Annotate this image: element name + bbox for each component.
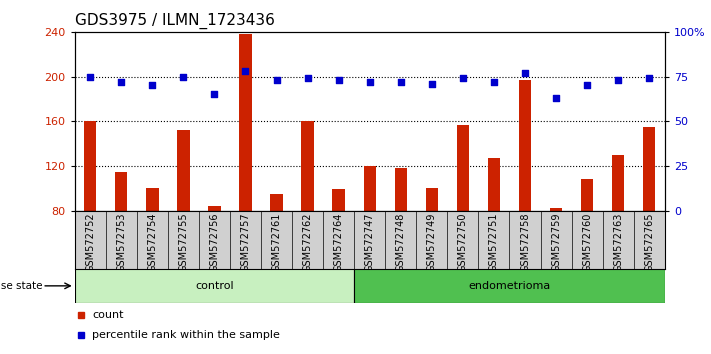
Text: GSM572760: GSM572760 — [582, 212, 592, 272]
Text: disease state: disease state — [0, 281, 42, 291]
Point — [333, 77, 344, 83]
Point — [395, 79, 407, 85]
Text: GSM572761: GSM572761 — [272, 212, 282, 272]
Point — [643, 75, 655, 81]
Bar — [301, 121, 314, 211]
Text: GSM572765: GSM572765 — [644, 212, 654, 272]
Bar — [456, 125, 469, 211]
Text: GSM572764: GSM572764 — [333, 212, 343, 272]
Bar — [177, 130, 190, 211]
Point — [240, 68, 251, 74]
Point — [146, 82, 158, 88]
Bar — [75, 269, 354, 303]
Bar — [581, 179, 594, 211]
Text: GDS3975 / ILMN_1723436: GDS3975 / ILMN_1723436 — [75, 13, 274, 29]
Bar — [488, 158, 500, 211]
Bar — [270, 194, 283, 211]
Text: GSM572751: GSM572751 — [489, 212, 499, 272]
Point — [116, 79, 127, 85]
Text: GSM572758: GSM572758 — [520, 212, 530, 272]
Bar — [550, 209, 562, 211]
Text: percentile rank within the sample: percentile rank within the sample — [92, 330, 280, 339]
Bar — [354, 269, 665, 303]
Point — [488, 79, 500, 85]
Text: endometrioma: endometrioma — [469, 281, 550, 291]
Bar — [333, 189, 345, 211]
Bar — [643, 127, 656, 211]
Bar — [240, 34, 252, 211]
Point — [85, 74, 96, 79]
Text: count: count — [92, 310, 124, 320]
Point — [550, 95, 562, 101]
Bar — [363, 166, 376, 211]
Bar — [115, 172, 127, 211]
Bar — [519, 80, 531, 211]
Text: GSM572747: GSM572747 — [365, 212, 375, 272]
Bar — [208, 206, 220, 211]
Text: GSM572753: GSM572753 — [116, 212, 127, 272]
Point — [582, 82, 593, 88]
Text: GSM572752: GSM572752 — [85, 212, 95, 272]
Text: GSM572757: GSM572757 — [240, 212, 250, 272]
Text: GSM572763: GSM572763 — [613, 212, 624, 272]
Bar — [146, 188, 159, 211]
Bar — [426, 188, 438, 211]
Text: GSM572748: GSM572748 — [396, 212, 406, 272]
Text: GSM572756: GSM572756 — [210, 212, 220, 272]
Text: GSM572755: GSM572755 — [178, 212, 188, 272]
Text: GSM572759: GSM572759 — [551, 212, 561, 272]
Point — [178, 74, 189, 79]
Bar — [84, 121, 97, 211]
Point — [209, 92, 220, 97]
Text: GSM572754: GSM572754 — [147, 212, 157, 272]
Bar — [612, 155, 624, 211]
Point — [302, 75, 314, 81]
Bar — [395, 168, 407, 211]
Point — [271, 77, 282, 83]
Text: GSM572749: GSM572749 — [427, 212, 437, 272]
Text: control: control — [195, 281, 234, 291]
Point — [426, 81, 437, 86]
Text: GSM572750: GSM572750 — [458, 212, 468, 272]
Point — [612, 77, 624, 83]
Point — [457, 75, 469, 81]
Point — [519, 70, 530, 76]
Text: GSM572762: GSM572762 — [303, 212, 313, 272]
Point — [364, 79, 375, 85]
